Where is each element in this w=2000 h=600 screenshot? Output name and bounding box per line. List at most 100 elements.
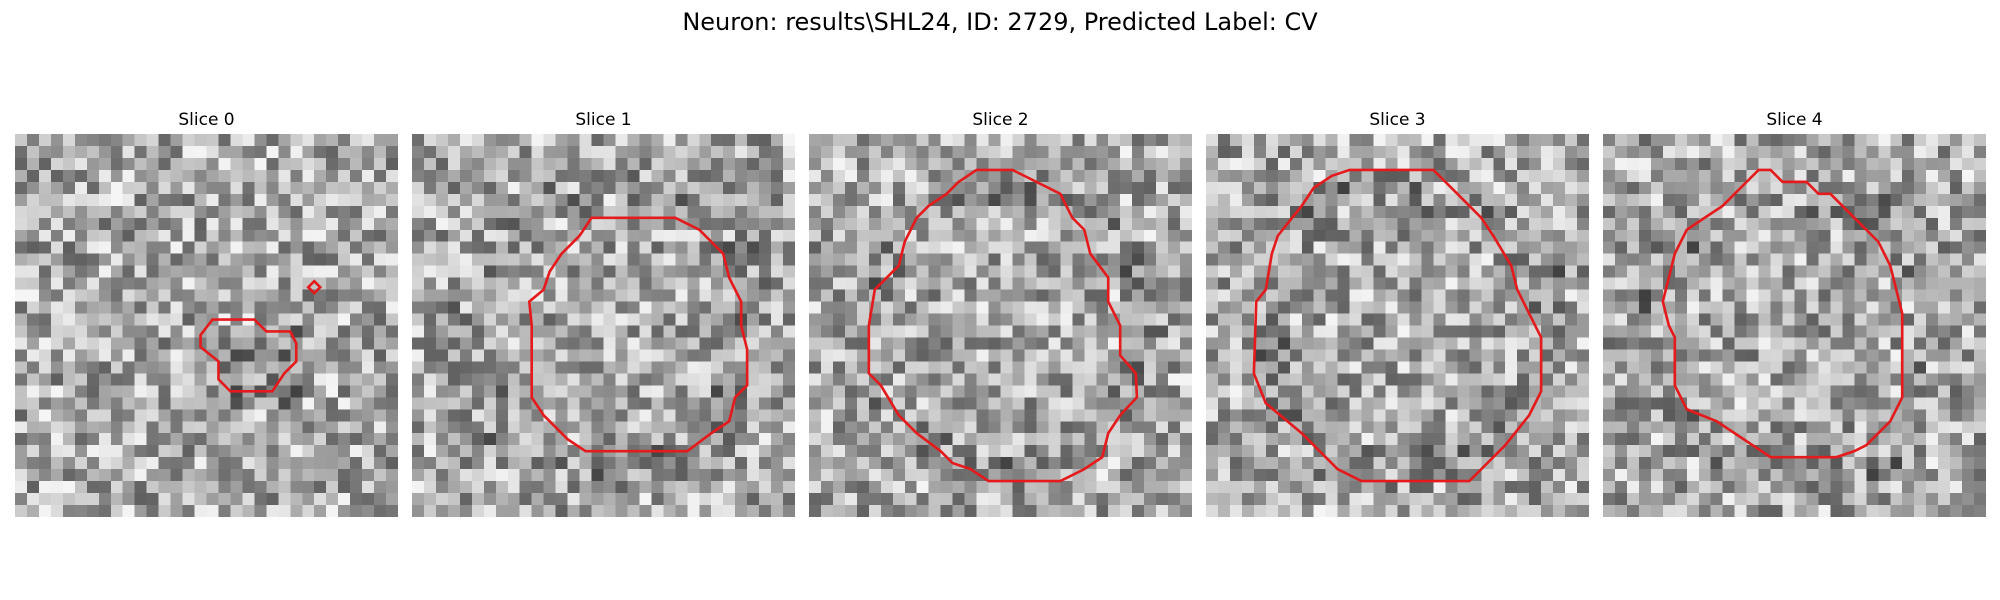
image-pixel	[38, 229, 52, 242]
image-pixel	[507, 505, 520, 517]
image-pixel	[1445, 325, 1458, 338]
image-pixel	[615, 134, 628, 147]
image-pixel	[1349, 217, 1362, 230]
image-pixel	[699, 337, 712, 350]
image-pixel	[1962, 253, 1975, 266]
image-pixel	[832, 469, 846, 482]
image-pixel	[1325, 397, 1338, 410]
image-pixel	[1036, 457, 1049, 470]
image-pixel	[302, 445, 315, 458]
image-pixel	[663, 253, 676, 266]
image-pixel	[1626, 457, 1640, 470]
image-pixel	[1662, 433, 1676, 446]
image-pixel	[1878, 265, 1891, 278]
image-pixel	[15, 457, 28, 470]
image-pixel	[326, 169, 339, 183]
image-pixel	[435, 157, 449, 171]
image-pixel	[38, 157, 52, 171]
image-pixel	[1481, 385, 1494, 398]
image-pixel	[62, 457, 76, 470]
image-pixel	[242, 505, 255, 517]
image-pixel	[856, 241, 870, 254]
image-pixel	[1866, 337, 1879, 350]
image-pixel	[916, 241, 929, 254]
image-pixel	[1674, 421, 1688, 434]
image-pixel	[50, 445, 64, 458]
image-pixel	[26, 181, 40, 195]
image-pixel	[1650, 289, 1664, 302]
image-pixel	[555, 385, 568, 398]
image-pixel	[158, 265, 171, 278]
image-pixel	[1253, 505, 1267, 517]
image-pixel	[1337, 469, 1350, 482]
image-pixel	[1710, 457, 1723, 470]
image-pixel	[699, 385, 712, 398]
image-pixel	[856, 445, 870, 458]
image-pixel	[1156, 169, 1169, 183]
image-pixel	[1603, 349, 1616, 362]
image-pixel	[495, 409, 508, 422]
image-pixel	[412, 181, 425, 195]
image-pixel	[747, 397, 760, 410]
image-pixel	[1313, 169, 1326, 183]
image-pixel	[471, 481, 485, 494]
image-pixel	[182, 349, 195, 362]
image-pixel	[723, 493, 736, 506]
image-pixel	[1024, 145, 1037, 159]
image-pixel	[1168, 217, 1181, 230]
image-pixel	[206, 193, 219, 207]
image-pixel	[820, 241, 834, 254]
image-pixel	[423, 481, 437, 494]
image-pixel	[1048, 445, 1061, 458]
image-pixel	[1842, 277, 1855, 290]
image-pixel	[194, 505, 207, 517]
image-pixel	[1603, 301, 1616, 314]
image-pixel	[1229, 325, 1243, 338]
image-pixel	[412, 241, 425, 254]
image-pixel	[1168, 181, 1181, 195]
image-pixel	[1577, 217, 1589, 230]
image-pixel	[809, 241, 822, 254]
image-pixel	[832, 145, 846, 159]
image-pixel	[1493, 313, 1506, 326]
image-pixel	[386, 313, 398, 326]
image-pixel	[1565, 361, 1578, 374]
image-pixel	[759, 445, 772, 458]
slice-title-1: Slice 1	[575, 110, 632, 130]
image-pixel	[1457, 301, 1470, 314]
image-pixel	[567, 241, 580, 254]
image-pixel	[146, 349, 159, 362]
image-pixel	[1206, 145, 1219, 159]
image-pixel	[1541, 217, 1554, 230]
image-pixel	[1048, 253, 1061, 266]
image-pixel	[1277, 457, 1291, 470]
image-pixel	[1782, 337, 1795, 350]
image-pixel	[651, 169, 664, 183]
image-pixel	[1313, 337, 1326, 350]
image-pixel	[471, 349, 485, 362]
image-pixel	[1830, 421, 1843, 434]
image-pixel	[1614, 397, 1628, 410]
image-pixel	[194, 493, 207, 506]
image-pixel	[735, 481, 748, 494]
image-pixel	[1144, 433, 1157, 446]
image-pixel	[26, 217, 40, 230]
image-pixel	[98, 397, 111, 410]
image-pixel	[675, 337, 688, 350]
image-pixel	[86, 325, 100, 338]
image-pixel	[1241, 493, 1255, 506]
image-pixel	[531, 265, 544, 278]
image-pixel	[146, 457, 159, 470]
image-pixel	[1603, 205, 1616, 219]
image-pixel	[1036, 169, 1049, 183]
image-pixel	[531, 241, 544, 254]
image-pixel	[122, 241, 135, 254]
image-pixel	[880, 505, 894, 517]
image-pixel	[1962, 193, 1975, 207]
image-pixel	[507, 265, 520, 278]
image-pixel	[1818, 169, 1831, 183]
image-pixel	[651, 289, 664, 302]
image-pixel	[459, 433, 473, 446]
image-pixel	[1577, 325, 1589, 338]
image-pixel	[627, 385, 640, 398]
